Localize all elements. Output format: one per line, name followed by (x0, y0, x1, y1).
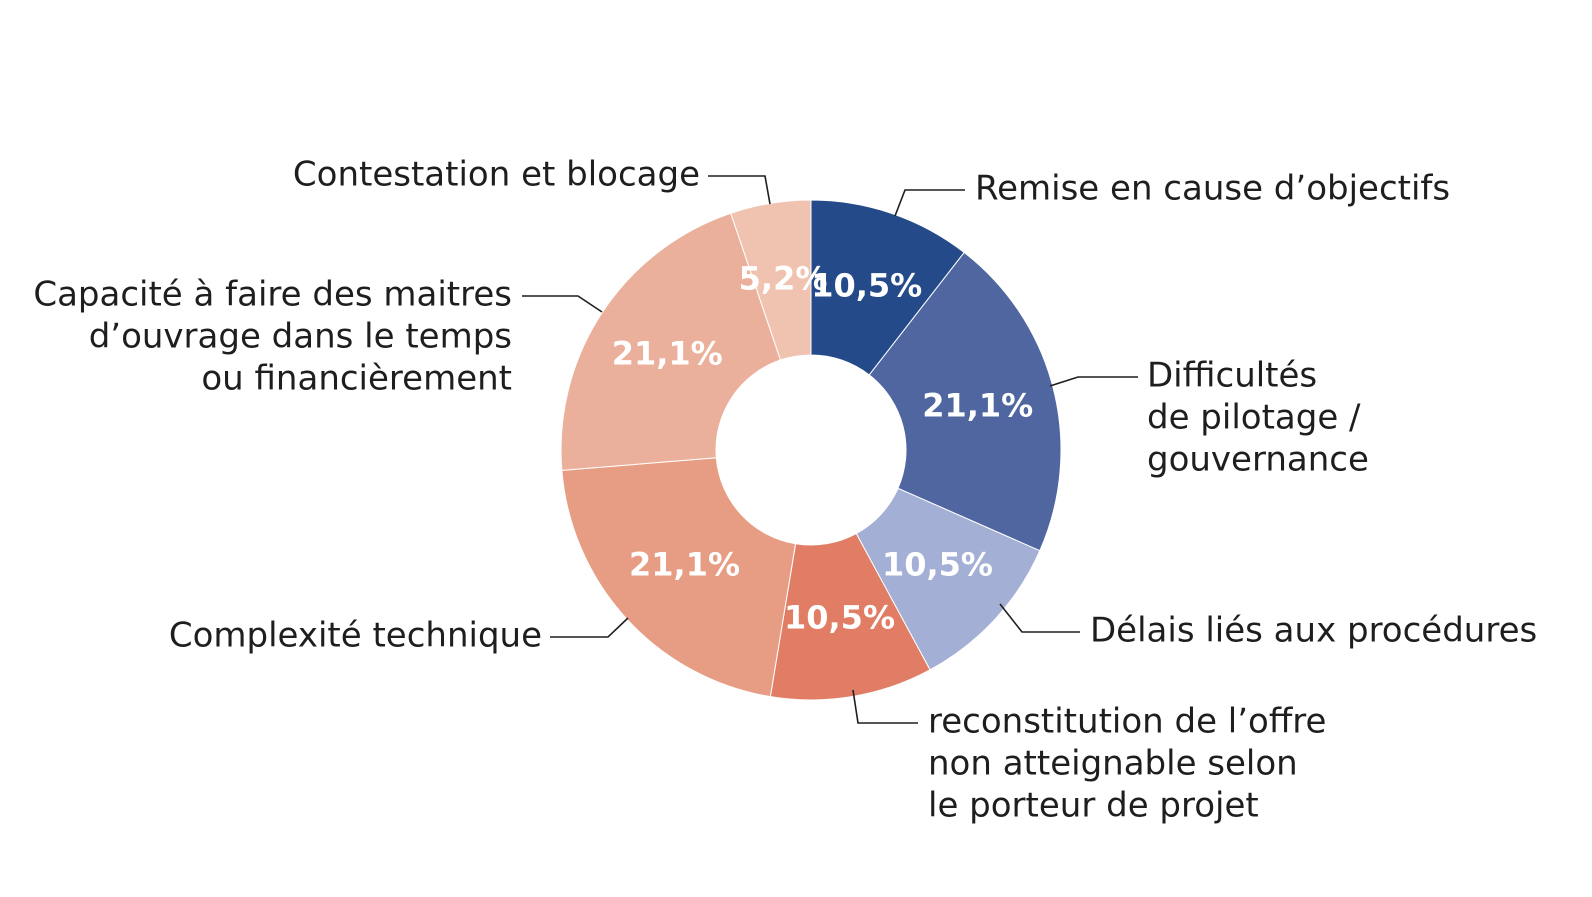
value-label: 10,5% (811, 266, 922, 304)
slice (769, 532, 931, 701)
category-label: Contestation et blocage (293, 155, 700, 195)
category-label: non atteignable selon (928, 744, 1298, 784)
category-label: reconstitution de l’offre (928, 702, 1326, 742)
leader-line (1049, 376, 1138, 387)
leader-line (999, 603, 1080, 633)
slice (560, 212, 782, 471)
category-label: ou financièrement (201, 359, 512, 399)
category-label: de pilotage / (1147, 398, 1361, 438)
slice (730, 199, 812, 361)
value-label: 10,5% (882, 546, 993, 584)
category-label: Difficultés (1147, 356, 1317, 396)
leader-line (852, 689, 918, 724)
leader-line (894, 189, 965, 217)
category-label: gouvernance (1147, 440, 1369, 480)
leader-line (550, 617, 629, 638)
category-label: Complexité technique (169, 616, 542, 656)
slice (855, 487, 1041, 671)
value-label: 10,5% (784, 599, 895, 637)
slice (810, 199, 965, 376)
value-label: 21,1% (612, 335, 723, 373)
category-label: Remise en cause d’objectifs (975, 169, 1450, 209)
leader-line (522, 295, 603, 313)
leader-line (708, 175, 771, 205)
value-label: 21,1% (629, 546, 740, 584)
category-label: Délais liés aux procédures (1090, 611, 1537, 651)
category-label: d’ouvrage dans le temps (89, 317, 512, 357)
category-label: Capacité à faire des maitres (33, 275, 512, 315)
value-label: 21,1% (922, 387, 1033, 425)
slice (868, 251, 1062, 552)
value-label: 5,2% (739, 259, 828, 297)
slice (561, 457, 797, 698)
category-label: le porteur de projet (928, 786, 1259, 826)
